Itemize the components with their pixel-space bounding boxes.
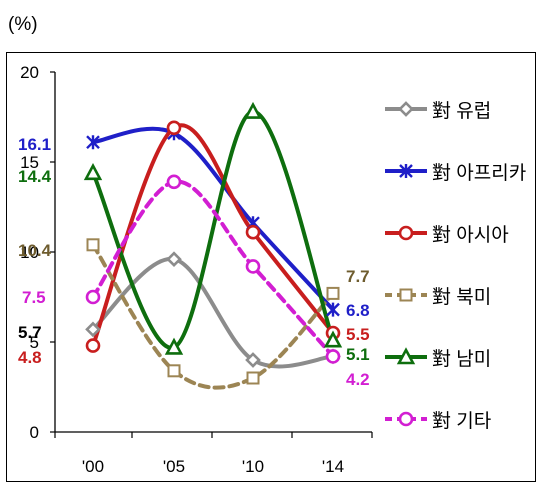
data-point-marker (166, 120, 182, 136)
data-label: 7.5 (22, 288, 46, 307)
legend-item: 對 아프리카 (383, 140, 533, 202)
legend-swatch (385, 411, 427, 427)
legend-item: 對 북미 (383, 264, 533, 326)
data-label: 4.8 (18, 348, 42, 367)
legend-swatch (385, 288, 427, 302)
data-point-marker (85, 289, 101, 305)
legend-swatch-marker (396, 347, 416, 365)
legend-swatch-marker (398, 225, 414, 241)
x-tick-label: '10 (242, 457, 264, 476)
data-point-marker (325, 349, 341, 364)
data-point-marker (243, 101, 263, 119)
y-tick-label: 5 (30, 333, 39, 352)
data-point-marker (166, 251, 182, 268)
series-markers (83, 101, 343, 385)
series-line-0 (91, 257, 335, 369)
legend-swatch (385, 164, 427, 178)
legend: 對 유럽 對 아프리카 對 아시아 對 북미 對 남미 對 기타 (383, 78, 533, 450)
legend-swatch-marker (398, 101, 414, 117)
y-tick-label: 0 (30, 423, 39, 442)
data-point-marker (166, 174, 182, 190)
series-line-5 (91, 179, 335, 359)
data-point-marker (85, 338, 101, 353)
legend-item: 對 남미 (383, 326, 533, 388)
legend-item: 對 아시아 (383, 202, 533, 264)
series-line-1 (91, 126, 335, 312)
axes: 0 5 10 15 20 '00 '05 '10 '14 (20, 63, 373, 476)
data-label: 6.8 (346, 301, 370, 320)
data-point-marker (246, 371, 260, 385)
data-point-marker (323, 330, 343, 348)
legend-swatch (385, 225, 427, 241)
unit-label: (%) (8, 14, 38, 35)
data-label: 7.7 (346, 267, 370, 286)
data-label: 5.1 (346, 345, 370, 364)
chart-frame (6, 52, 536, 482)
data-point-marker (245, 224, 261, 240)
legend-swatch (385, 347, 427, 365)
y-tick-label: 15 (20, 153, 39, 172)
data-label: 10.4 (18, 241, 52, 260)
data-point-marker (167, 364, 181, 378)
data-point-marker (83, 163, 103, 181)
y-tick-label: 20 (20, 63, 39, 82)
legend-swatch-marker (399, 288, 413, 302)
data-point-marker (326, 302, 340, 317)
legend-label: 對 유럽 (432, 100, 492, 122)
legend-label: 對 아시아 (432, 224, 509, 246)
data-label: 5.7 (18, 323, 42, 342)
legend-swatch-marker (399, 164, 413, 178)
legend-swatch (385, 101, 427, 117)
legend-item: 對 유럽 (383, 78, 533, 140)
data-label: 5.5 (346, 325, 370, 344)
data-label: 16.1 (18, 135, 51, 154)
legend-label: 對 아프리카 (432, 162, 527, 184)
data-point-marker (86, 135, 100, 150)
y-tick-label: 10 (20, 243, 39, 262)
legend-label: 對 남미 (432, 348, 492, 370)
data-point-marker (164, 337, 184, 355)
data-label: 14.4 (18, 167, 52, 186)
series-line-3 (91, 242, 335, 390)
data-point-marker (245, 352, 261, 368)
x-tick-label: '05 (163, 457, 185, 476)
legend-swatch-marker (398, 411, 414, 427)
data-point-marker (86, 238, 100, 252)
data-label: 4.2 (346, 370, 370, 389)
series-line-4 (91, 109, 335, 350)
data-point-marker (85, 321, 101, 338)
x-tick-label: '00 (82, 457, 104, 476)
data-point-marker (326, 286, 340, 300)
legend-item: 對 기타 (383, 388, 533, 450)
legend-label: 對 북미 (432, 286, 492, 308)
x-tick-label: '14 (322, 457, 344, 476)
data-labels: 5.7 16.1 6.8 4.8 5.5 10.4 7.7 14.4 5.1 7.5 4.2 (18, 135, 370, 389)
legend-label: 對 기타 (432, 410, 492, 432)
data-point-marker (245, 259, 261, 274)
series-lines (91, 109, 335, 390)
